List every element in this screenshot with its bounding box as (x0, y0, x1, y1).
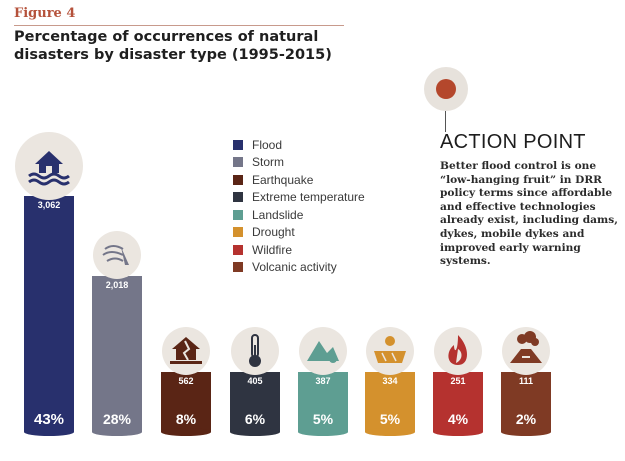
bar-group: 405 6% (230, 327, 280, 436)
bar-cap (24, 428, 74, 436)
legend-label: Landslide (252, 207, 304, 222)
storm-icon (93, 231, 141, 279)
legend-label: Drought (252, 225, 295, 240)
legend-item: Storm (233, 154, 365, 172)
bar-value-label: 2,018 (106, 280, 129, 290)
wildfire-icon (434, 327, 482, 375)
bar-cap (161, 428, 211, 436)
bar (92, 276, 142, 432)
legend-item: Wildfire (233, 241, 365, 259)
bar-value-label: 251 (450, 376, 465, 386)
legend-swatch (233, 157, 243, 168)
bar-value-label: 334 (382, 376, 397, 386)
legend-item: Volcanic activity (233, 259, 365, 277)
legend-swatch (233, 227, 243, 238)
legend-item: Flood (233, 136, 365, 154)
action-point-heading: ACTION POINT (440, 131, 586, 153)
legend-item: Earthquake (233, 171, 365, 189)
legend-item: Landslide (233, 206, 365, 224)
bar-percent-label: 5% (380, 411, 401, 427)
legend-swatch (233, 244, 243, 255)
legend: Flood Storm Earthquake Extreme temperature L… (233, 136, 365, 276)
bar-percent-label: 6% (245, 411, 266, 427)
bar-cap (501, 428, 551, 436)
legend-swatch (233, 192, 243, 203)
legend-swatch (233, 262, 243, 273)
bar-group: 2,018 28% (92, 231, 142, 436)
earthquake-icon (162, 327, 210, 375)
figure-rule (14, 25, 344, 26)
legend-label: Storm (252, 155, 285, 170)
volcano-icon (502, 327, 550, 375)
bar-cap (230, 428, 280, 436)
bar-value-label: 405 (247, 376, 262, 386)
bar-percent-label: 28% (103, 411, 132, 427)
bar (298, 372, 348, 432)
bar-percent-label: 4% (448, 411, 469, 427)
bar (433, 372, 483, 432)
bar-group: 251 4% (433, 327, 483, 436)
bar-cap (365, 428, 415, 436)
bar-cap (433, 428, 483, 436)
bar (501, 372, 551, 432)
legend-label: Flood (252, 137, 283, 152)
bar (230, 372, 280, 432)
bar (365, 372, 415, 432)
bar-group: 562 8% (161, 327, 211, 436)
bar-percent-label: 8% (176, 411, 197, 427)
bar-group: 111 2% (501, 327, 551, 436)
bar-group: 387 5% (298, 327, 348, 436)
legend-label: Earthquake (252, 172, 314, 187)
drought-icon (366, 327, 414, 375)
legend-label: Wildfire (252, 242, 293, 257)
legend-item: Drought (233, 224, 365, 242)
action-point-connector (445, 111, 446, 132)
bar-percent-label: 5% (313, 411, 334, 427)
bar (24, 196, 74, 432)
bar-value-label: 562 (178, 376, 193, 386)
legend-swatch (233, 209, 243, 220)
figure-label: Figure 4 (14, 6, 76, 21)
chart-title: Percentage of occurrences of natural dis… (14, 29, 332, 63)
legend-swatch (233, 139, 243, 150)
legend-label: Extreme temperature (252, 190, 365, 205)
bar-percent-label: 43% (34, 411, 64, 428)
bar-group: 334 5% (365, 327, 415, 436)
bar (161, 372, 211, 432)
bar-cap (92, 428, 142, 436)
legend-item: Extreme temperature (233, 189, 365, 207)
thermometer-icon (231, 327, 279, 375)
action-point-body: Better flood control is one “low-hanging… (440, 160, 618, 268)
legend-label: Volcanic activity (252, 260, 337, 275)
action-point-icon (424, 67, 468, 111)
bar-group: 3,062 43% (15, 132, 83, 436)
landslide-icon (299, 327, 347, 375)
bar-value-label: 387 (315, 376, 330, 386)
action-point-dot (436, 79, 456, 99)
flood-icon (15, 132, 83, 200)
bar-percent-label: 2% (516, 411, 537, 427)
legend-swatch (233, 174, 243, 185)
bar-value-label: 3,062 (38, 200, 61, 210)
bar-value-label: 111 (519, 376, 533, 386)
bar-cap (298, 428, 348, 436)
